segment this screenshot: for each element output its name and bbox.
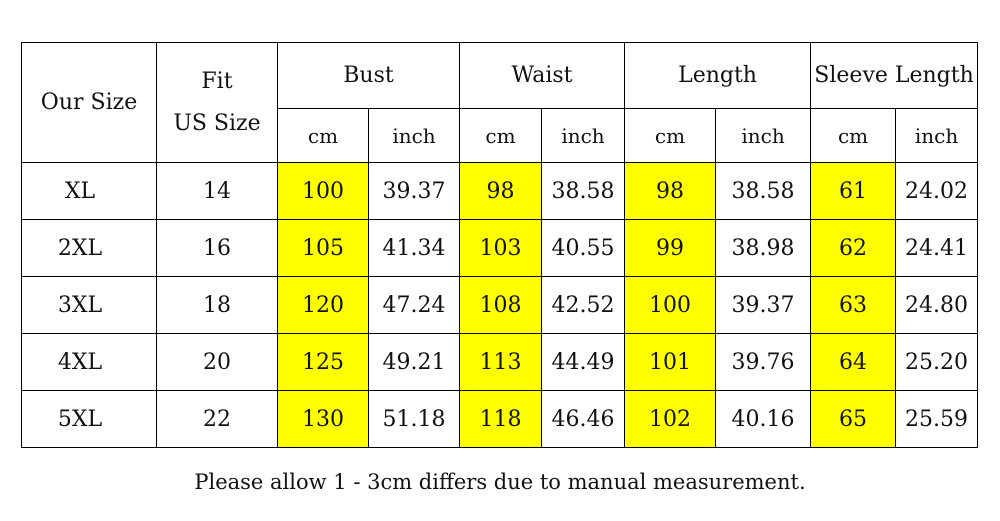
length-inch-cell: 38.98 [715,219,812,277]
table-row: 4XL 20 125 49.21 113 44.49 101 39.76 64 … [21,333,979,391]
header-waist-inch: inch [540,108,626,163]
waist-inch-cell: 44.49 [540,333,626,391]
sleeve-cm-cell: 61 [810,162,897,220]
header-length-cm: cm [624,108,717,163]
header-row-1: Our Size Fit US Size Bust Waist Length S… [21,42,979,163]
length-inch-cell: 39.76 [715,333,812,391]
bust-inch-cell: 47.24 [368,276,460,334]
sleeve-cm-cell: 64 [810,333,897,391]
header-length: Length [624,42,812,109]
header-length-inch: inch [715,108,812,163]
bust-cm-cell: 105 [277,219,369,277]
length-cm-cell: 98 [624,162,717,220]
size-cell: 2XL [21,219,157,277]
header-waist-cm: cm [459,108,542,163]
sleeve-inch-cell: 24.41 [895,219,979,277]
bust-cm-cell: 120 [277,276,369,334]
waist-cm-cell: 118 [459,390,542,448]
header-waist: Waist [458,42,626,109]
waist-inch-cell: 38.58 [540,162,626,220]
waist-inch-cell: 46.46 [540,390,626,448]
us-size-cell: 14 [156,162,278,220]
header-bust-cm: cm [277,108,369,163]
table-row: 3XL 18 120 47.24 108 42.52 100 39.37 63 … [21,276,979,334]
size-cell: XL [21,162,157,220]
header-fit: Fit [201,68,233,94]
size-chart-table: Our Size Fit US Size Bust Waist Length S… [21,42,979,448]
sleeve-inch-cell: 24.02 [895,162,979,220]
table-row: 2XL 16 105 41.34 103 40.55 99 38.98 62 2… [21,219,979,277]
sleeve-cm-cell: 62 [810,219,897,277]
sleeve-inch-cell: 25.20 [895,333,979,391]
bust-cm-cell: 130 [277,390,369,448]
waist-cm-cell: 108 [459,276,542,334]
length-cm-cell: 101 [624,333,717,391]
bust-cm-cell: 100 [277,162,369,220]
bust-inch-cell: 49.21 [368,333,460,391]
header-bust: Bust [277,42,460,109]
sleeve-inch-cell: 25.59 [895,390,979,448]
header-us-size: US Size [173,110,261,136]
us-size-cell: 20 [156,333,278,391]
waist-cm-cell: 113 [459,333,542,391]
waist-inch-cell: 40.55 [540,219,626,277]
table-row: 5XL 22 130 51.18 118 46.46 102 40.16 65 … [21,390,979,448]
table-row: XL 14 100 39.37 98 38.58 98 38.58 61 24.… [21,162,979,220]
bust-cm-cell: 125 [277,333,369,391]
length-cm-cell: 102 [624,390,717,448]
measurement-note: Please allow 1 - 3cm differs due to manu… [194,470,806,494]
header-sleeve-cm: cm [810,108,897,163]
us-size-cell: 18 [156,276,278,334]
sleeve-cm-cell: 63 [810,276,897,334]
bust-inch-cell: 41.34 [368,219,460,277]
size-cell: 5XL [21,390,157,448]
length-inch-cell: 38.58 [715,162,812,220]
bust-inch-cell: 51.18 [368,390,460,448]
length-cm-cell: 99 [624,219,717,277]
length-inch-cell: 40.16 [715,390,812,448]
sleeve-cm-cell: 65 [810,390,897,448]
waist-cm-cell: 103 [459,219,542,277]
header-sleeve-length: Sleeve Length [810,42,979,109]
size-cell: 3XL [21,276,157,334]
us-size-cell: 22 [156,390,278,448]
us-size-cell: 16 [156,219,278,277]
header-our-size: Our Size [21,42,157,163]
waist-cm-cell: 98 [459,162,542,220]
bust-inch-cell: 39.37 [368,162,460,220]
sleeve-inch-cell: 24.80 [895,276,979,334]
header-sleeve-inch: inch [895,108,979,163]
length-inch-cell: 39.37 [715,276,812,334]
length-cm-cell: 100 [624,276,717,334]
header-fit-us-size: Fit US Size [156,42,278,163]
header-bust-inch: inch [368,108,460,163]
waist-inch-cell: 42.52 [540,276,626,334]
size-cell: 4XL [21,333,157,391]
